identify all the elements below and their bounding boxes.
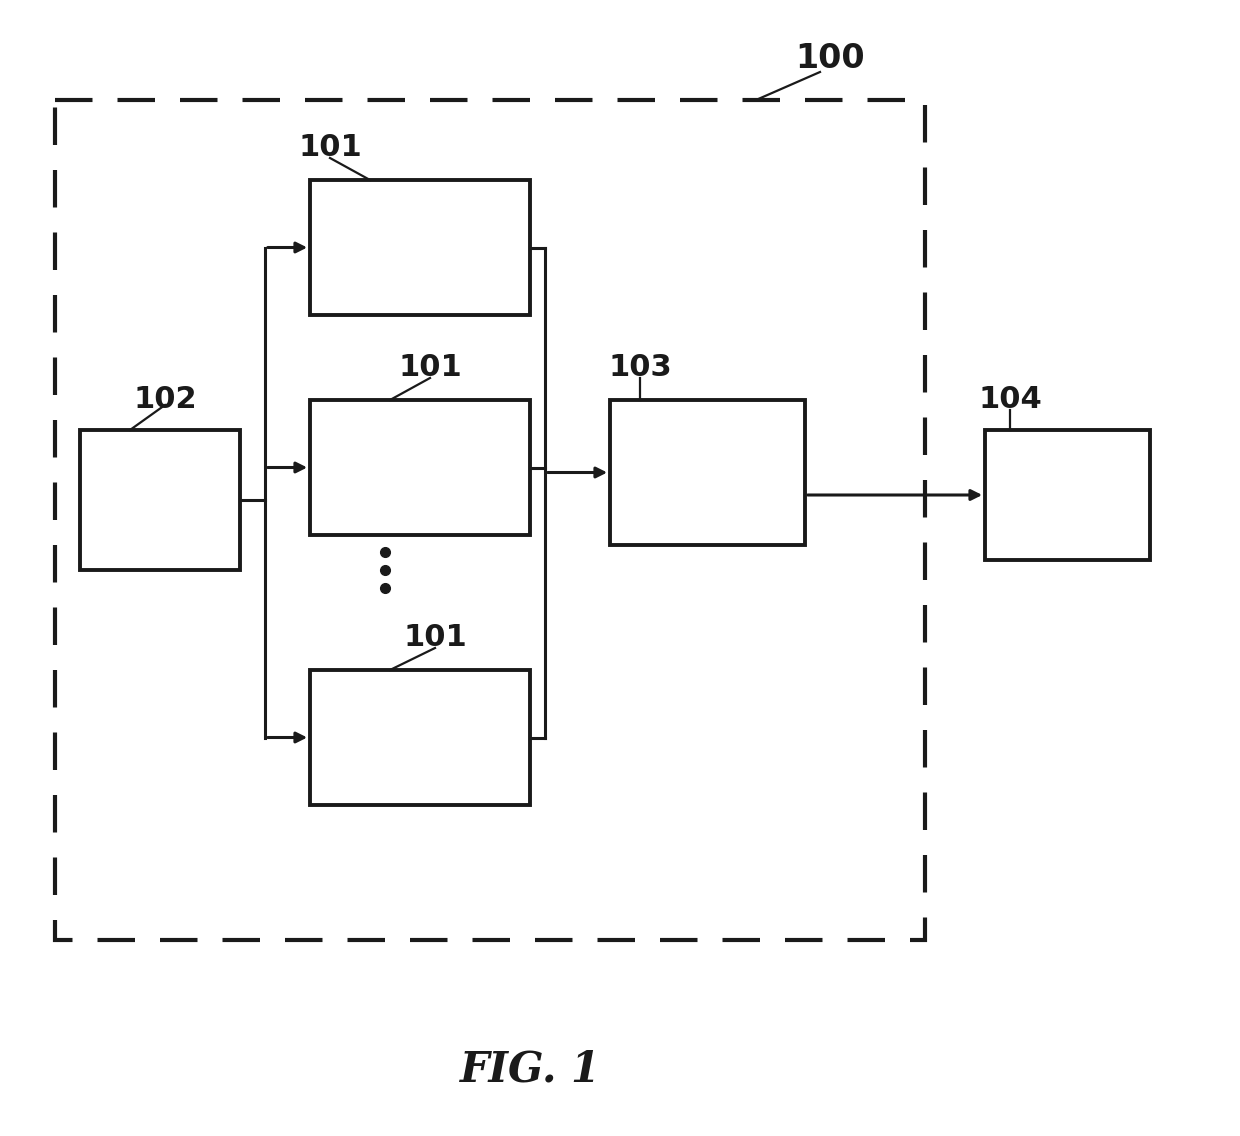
- Bar: [310, 179, 529, 315]
- Text: 101: 101: [403, 624, 467, 652]
- Bar: [310, 400, 529, 535]
- Text: 103: 103: [608, 353, 672, 383]
- Text: 102: 102: [133, 385, 197, 415]
- Bar: [55, 100, 925, 939]
- Text: 104: 104: [978, 385, 1042, 415]
- Text: 100: 100: [795, 42, 864, 75]
- Bar: [310, 670, 529, 805]
- Text: 101: 101: [398, 353, 461, 383]
- Text: FIG. 1: FIG. 1: [460, 1049, 600, 1091]
- Text: 101: 101: [298, 134, 362, 162]
- Bar: [610, 400, 805, 545]
- Bar: [985, 431, 1149, 560]
- Bar: [81, 431, 241, 570]
